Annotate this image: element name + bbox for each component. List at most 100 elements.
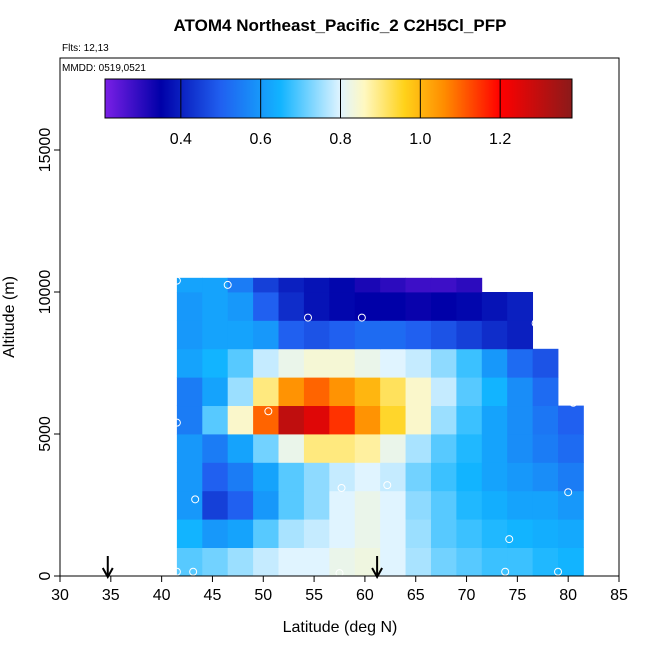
x-tick-label: 45: [204, 587, 222, 604]
heatmap-cell: [329, 292, 356, 321]
dates: MMDD: 0519,0521: [62, 63, 146, 74]
heatmap-cell: [278, 292, 305, 321]
sample-point: [569, 398, 578, 407]
sample-point: [357, 313, 366, 322]
heatmap-cell: [354, 377, 381, 407]
x-tick-label: 85: [610, 587, 628, 604]
colorbar-tick-label: 0.8: [329, 131, 351, 148]
heatmap-cell: [329, 377, 356, 407]
sample-point: [189, 567, 198, 576]
heatmap-cell: [380, 434, 406, 463]
heatmap-cell: [278, 490, 305, 520]
heatmap-cell: [481, 434, 508, 463]
heatmap-cell: [278, 320, 305, 350]
y-tick-label: 10000: [37, 270, 54, 315]
heatmap-cell: [481, 377, 508, 407]
heatmap-cell: [227, 462, 254, 492]
heatmap-cell: [481, 462, 508, 492]
heatmap-cell: [202, 320, 229, 350]
sample-point: [191, 495, 200, 504]
x-tick-label: 55: [305, 587, 323, 604]
sample-point: [383, 481, 392, 490]
heatmap-cell: [558, 547, 584, 577]
heatmap-cell: [405, 462, 432, 492]
heatmap-cell: [176, 348, 203, 378]
heatmap-cell: [481, 547, 508, 577]
heatmap-cell: [405, 490, 432, 520]
heatmap-cell: [354, 405, 381, 435]
heatmap-cell: [176, 277, 203, 293]
heatmap-cell: [456, 320, 483, 350]
y-tick-label: 5000: [37, 416, 54, 452]
heatmap-cell: [430, 292, 457, 321]
colorbar-tick-label: 1.2: [489, 131, 511, 148]
heatmap-cell: [507, 348, 534, 378]
heatmap-cell: [405, 547, 432, 577]
heatmap-cell: [176, 434, 203, 463]
heatmap-cell: [303, 434, 330, 463]
heatmap-cell: [227, 405, 254, 435]
heatmap-cell: [558, 490, 584, 520]
heatmap-cell: [278, 348, 305, 378]
heatmap-cell: [303, 462, 330, 492]
heatmap-cell: [253, 292, 279, 321]
heatmap-cell: [202, 490, 229, 520]
heatmap-cell: [278, 547, 305, 577]
heatmap-cell: [532, 462, 559, 492]
heatmap-cell: [405, 405, 432, 435]
colorbar: [104, 78, 573, 119]
heatmap-cell: [303, 277, 330, 293]
sample-point: [172, 276, 181, 285]
heatmap-cell: [278, 434, 305, 463]
heatmap-cell: [405, 377, 432, 407]
heatmap-cell: [380, 547, 406, 577]
sample-point: [172, 567, 181, 576]
heatmap-cell: [456, 547, 483, 577]
heatmap-cell: [532, 348, 559, 378]
heatmap-cell: [380, 405, 406, 435]
x-tick-label: 30: [51, 587, 69, 604]
heatmap-cell: [380, 277, 406, 293]
flight-arrow: [101, 556, 114, 580]
heatmap-cell: [329, 490, 356, 520]
heatmap-cell: [329, 277, 356, 293]
heatmap-cell: [227, 519, 254, 549]
heatmap-cell: [558, 434, 584, 463]
heatmap-cell: [202, 434, 229, 463]
x-tick-label: 35: [102, 587, 120, 604]
heatmap-cell: [227, 277, 254, 293]
heatmap-cell: [456, 277, 483, 293]
heatmap-cell: [329, 348, 356, 378]
heatmap-cell: [558, 519, 584, 549]
heatmap-cell: [278, 462, 305, 492]
heatmap-cell: [532, 405, 559, 435]
heatmap-cell: [329, 547, 356, 577]
heatmap-cell: [430, 434, 457, 463]
y-tick-label: 0: [37, 571, 54, 580]
heatmap-cell: [532, 490, 559, 520]
heatmap-cell: [380, 519, 406, 549]
sample-point: [264, 407, 273, 416]
heatmap-cell: [430, 519, 457, 549]
heatmap-cell: [507, 547, 534, 577]
heatmap-cell: [227, 292, 254, 321]
heatmap-cell: [456, 405, 483, 435]
heatmap-cell: [532, 519, 559, 549]
heatmap-cell: [303, 348, 330, 378]
heatmap-cell: [430, 277, 457, 293]
heatmap-cell: [481, 348, 508, 378]
heatmap-cell: [176, 292, 203, 321]
heatmap-cell: [532, 377, 559, 407]
heatmap-cell: [202, 405, 229, 435]
heatmap-cell: [430, 320, 457, 350]
heatmap-cell: [253, 405, 279, 435]
heatmap-cell: [202, 277, 229, 293]
sample-point: [460, 268, 469, 277]
heatmap-cell: [329, 320, 356, 350]
heatmap-cell: [405, 348, 432, 378]
heatmap-cell: [202, 547, 229, 577]
heatmap-cell: [507, 320, 534, 350]
heatmap-cell: [456, 377, 483, 407]
heatmap-cell: [202, 519, 229, 549]
